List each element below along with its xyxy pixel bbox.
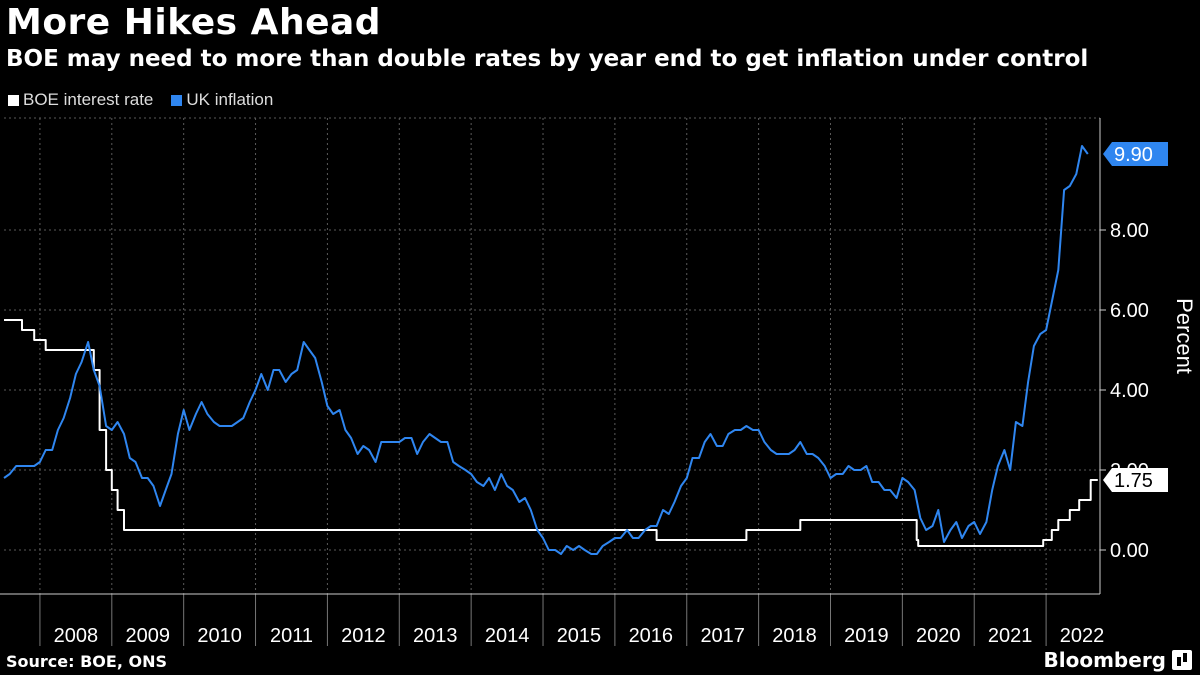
x-tick-label: 2014 — [485, 625, 530, 647]
chart-title: More Hikes Ahead — [6, 2, 382, 43]
series-line-inflation — [3, 145, 1089, 555]
bloomberg-logo: Bloomberg — [1043, 648, 1166, 672]
x-tick-label: 2017 — [700, 625, 745, 647]
chart-subtitle: BOE may need to more than double rates b… — [6, 46, 1089, 72]
x-tick-label: 2013 — [413, 625, 458, 647]
x-tick-label: 2008 — [54, 625, 99, 647]
x-tick-label: 2010 — [197, 625, 242, 647]
x-tick-label: 2016 — [629, 625, 674, 647]
y-tick-label: 6.00 — [1110, 300, 1149, 322]
x-tick-label: 2015 — [557, 625, 602, 647]
y-axis-title: Percent — [1172, 298, 1197, 374]
legend: BOE interest rate UK inflation — [8, 90, 273, 110]
x-tick-label: 2020 — [916, 625, 961, 647]
x-tick-label: 2021 — [988, 625, 1033, 647]
legend-swatch-rate — [8, 94, 19, 106]
legend-label-rate: BOE interest rate — [23, 90, 154, 109]
source-note: Source: BOE, ONS — [6, 652, 167, 671]
terminal-icon — [1172, 650, 1192, 670]
end-label-rate: 1.75 — [1114, 470, 1153, 492]
legend-swatch-inflation — [171, 94, 183, 106]
end-label-inflation: 9.90 — [1114, 144, 1153, 166]
x-tick-label: 2022 — [1060, 625, 1105, 647]
y-tick-label: 0.00 — [1110, 540, 1149, 562]
x-tick-label: 2009 — [125, 625, 170, 647]
legend-item-inflation: UK inflation — [171, 90, 273, 110]
y-tick-label: 8.00 — [1110, 220, 1149, 242]
x-tick-label: 2018 — [772, 625, 817, 647]
series-line-rate — [4, 319, 1098, 547]
x-tick-label: 2011 — [270, 625, 313, 647]
end-label-rate-box — [1103, 468, 1168, 492]
y-tick-label: 4.00 — [1110, 380, 1149, 402]
end-label-inflation-box — [1103, 142, 1168, 166]
x-tick-label: 2019 — [844, 625, 889, 647]
x-tick-label: 2012 — [341, 625, 386, 647]
legend-label-inflation: UK inflation — [186, 90, 274, 109]
legend-item-rate: BOE interest rate — [8, 90, 153, 110]
